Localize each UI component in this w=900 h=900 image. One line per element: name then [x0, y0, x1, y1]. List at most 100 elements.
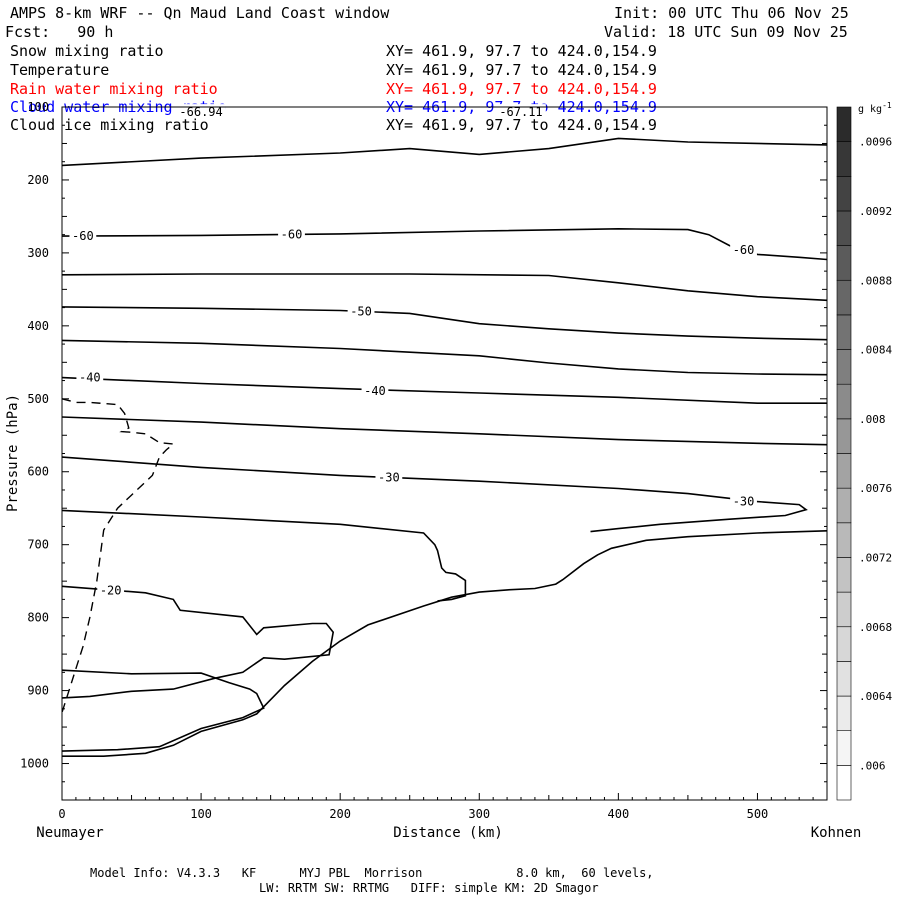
colorbar-swatch [836, 591, 852, 628]
y-tick-label: 400 [27, 319, 49, 333]
plot-frame [61, 106, 828, 801]
x-axis-title: Distance (km) [393, 825, 503, 841]
y-tick-label: 300 [27, 246, 49, 260]
colorbar-swatch [836, 383, 852, 420]
contour-label: -60 [72, 229, 94, 243]
contour-label: -30 [733, 495, 755, 509]
isotherm-line-4 [61, 339, 828, 376]
x-label-right: Kohnen [811, 825, 862, 841]
contour-label-bg [278, 226, 305, 241]
colorbar-swatch [836, 106, 852, 142]
isotherm-line-7 [61, 456, 808, 533]
colorbar-label: .0088 [859, 274, 892, 287]
field-cloudwater-xy: XY= 461.9, 97.7 to 424.0,154.9 [386, 98, 657, 116]
model-info-line2: LW: RRTM SW: RRTMG DIFF: simple KM: 2D S… [259, 881, 599, 895]
contour-label-bg [347, 303, 375, 318]
colorbar-swatch [836, 418, 852, 454]
colorbar-unit-text: g kg [858, 104, 882, 115]
colorbar-swatch [836, 765, 852, 801]
valid-time: Valid: 18 UTC Sun 09 Nov 25 [604, 23, 848, 41]
colorbar-label: .0092 [859, 205, 892, 218]
snow-mixing-contour [61, 398, 176, 713]
model-info-line1: Model Info: V4.3.3 KF MYJ PBL Morrison 8… [90, 866, 654, 880]
colorbar-label: .0072 [859, 551, 892, 564]
contour-label: -50 [350, 304, 372, 318]
field-rain-name: Rain water mixing ratio [10, 80, 218, 98]
colorbar-swatch [836, 730, 852, 766]
x-label-left: Neumayer [36, 825, 103, 841]
field-cloudwater-name: Cloud water mixing ratio [10, 98, 227, 116]
colorbar-swatch [836, 453, 852, 489]
contour-label: -30 [378, 471, 400, 485]
isotherm-line-10 [61, 669, 265, 752]
colorbar-swatch [836, 245, 852, 281]
colorbar-unit-exponent: -1 [882, 101, 892, 110]
colorbar-label: .0096 [859, 136, 892, 149]
isotherm-line-5 [61, 376, 827, 404]
isotherm-line-9 [61, 585, 335, 699]
isotherm-line-6 [61, 416, 828, 446]
contour-label: -60 [281, 228, 303, 242]
isotherm-line-8 [61, 509, 467, 602]
colorbar-swatch [836, 349, 852, 385]
colorbar-swatch [836, 487, 852, 524]
x-tick-label: 300 [468, 807, 490, 821]
colorbar-label: .006 [859, 759, 886, 772]
y-tick-label: 200 [27, 173, 49, 187]
colorbar-label: .0064 [859, 690, 892, 703]
field-cloudice-xy: XY= 461.9, 97.7 to 424.0,154.9 [386, 116, 657, 134]
y-tick-label: 1000 [20, 757, 49, 771]
field-snow-xy: XY= 461.9, 97.7 to 424.0,154.9 [386, 42, 657, 60]
x-tick-label: 100 [190, 807, 212, 821]
colorbar-swatch [836, 661, 852, 697]
terrain-line [62, 530, 828, 757]
chart-title: AMPS 8-km WRF -- Qn Maud Land Coast wind… [10, 4, 390, 22]
colorbar-swatch [836, 626, 852, 662]
colorbar-swatch [836, 141, 852, 177]
contour-label: -20 [100, 584, 122, 598]
colorbar-swatch [836, 522, 852, 558]
forecast-hour: Fcst: 90 h [5, 23, 114, 41]
colorbar-unit: g kg-1 [858, 101, 892, 115]
y-tick-label: 800 [27, 611, 49, 625]
init-time: Init: 00 UTC Thu 06 Nov 25 [614, 4, 849, 22]
field-snow-name: Snow mixing ratio [10, 42, 164, 60]
x-tick-label: 500 [747, 807, 769, 821]
contour-label: -40 [364, 384, 386, 398]
contour-label-bg [375, 469, 403, 484]
x-tick-label: 0 [58, 807, 65, 821]
contour-label: -40 [79, 371, 101, 385]
y-tick-label: 600 [27, 465, 49, 479]
contour-label-bg [730, 241, 757, 256]
colorbar-label: .0068 [859, 621, 892, 634]
colorbar-swatch [836, 176, 852, 212]
contour-label: -60 [733, 243, 755, 257]
colorbar-label: .0076 [859, 482, 892, 495]
contour-label-bg [76, 369, 104, 384]
isotherm-line-1 [61, 227, 828, 261]
colorbar-swatch [836, 314, 852, 350]
colorbar-label: .008 [859, 413, 886, 426]
contour-label-bg [69, 228, 97, 243]
x-tick-label: 200 [329, 807, 351, 821]
colorbar-swatch [836, 695, 852, 731]
isotherm-line-0 [61, 137, 828, 167]
isotherm-line-3 [61, 306, 828, 341]
isotherm-line-2 [61, 273, 828, 302]
contour-label-bg [730, 493, 757, 508]
colorbar-swatch [836, 210, 852, 246]
field-temperature-name: Temperature [10, 61, 110, 79]
y-tick-label: 700 [27, 538, 49, 552]
field-temperature-xy: XY= 461.9, 97.7 to 424.0,154.9 [386, 61, 657, 79]
colorbar-label: .0084 [859, 344, 892, 357]
contour-label-bg [97, 582, 125, 597]
y-tick-label: 900 [27, 684, 49, 698]
field-cloudice-name: Cloud ice mixing ratio [10, 116, 209, 134]
field-rain-xy: XY= 461.9, 97.7 to 424.0,154.9 [386, 80, 657, 98]
contour-label-bg [361, 382, 389, 397]
y-tick-label: 500 [27, 392, 49, 406]
colorbar-swatch [836, 557, 852, 593]
colorbar-swatch [836, 279, 852, 316]
y-axis-title: Pressure (hPa) [5, 394, 21, 512]
